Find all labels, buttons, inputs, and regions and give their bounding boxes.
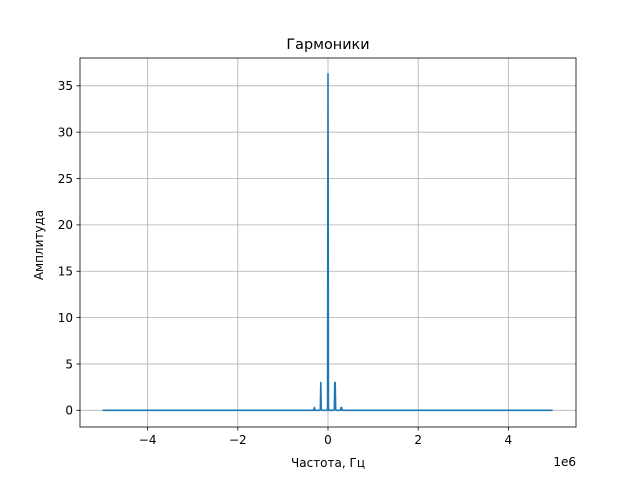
y-tick-label: 30 [58, 125, 73, 139]
x-tick-label: 0 [324, 433, 332, 447]
y-tick-label: 0 [65, 404, 73, 418]
x-tick-label: 2 [414, 433, 422, 447]
x-axis-ticks: −4 −2 0 2 4 [139, 427, 512, 447]
y-tick-label: 5 [65, 357, 73, 371]
y-tick-label: 35 [58, 79, 73, 93]
y-axis-ticks: 0 5 10 15 20 25 30 35 [58, 79, 80, 418]
x-tick-label: 4 [505, 433, 513, 447]
y-axis-label: Амплитуда [32, 210, 46, 280]
series-line [102, 72, 553, 412]
y-tick-label: 20 [58, 218, 73, 232]
x-axis-offset-label: 1e6 [553, 455, 576, 469]
x-tick-label: −4 [139, 433, 157, 447]
x-tick-label: −2 [229, 433, 247, 447]
x-axis-label: Частота, Гц [291, 456, 365, 470]
y-tick-label: 10 [58, 311, 73, 325]
chart-title: Гармоники [286, 37, 369, 53]
series-layer [102, 72, 553, 412]
y-tick-label: 15 [58, 265, 73, 279]
y-tick-label: 25 [58, 172, 73, 186]
